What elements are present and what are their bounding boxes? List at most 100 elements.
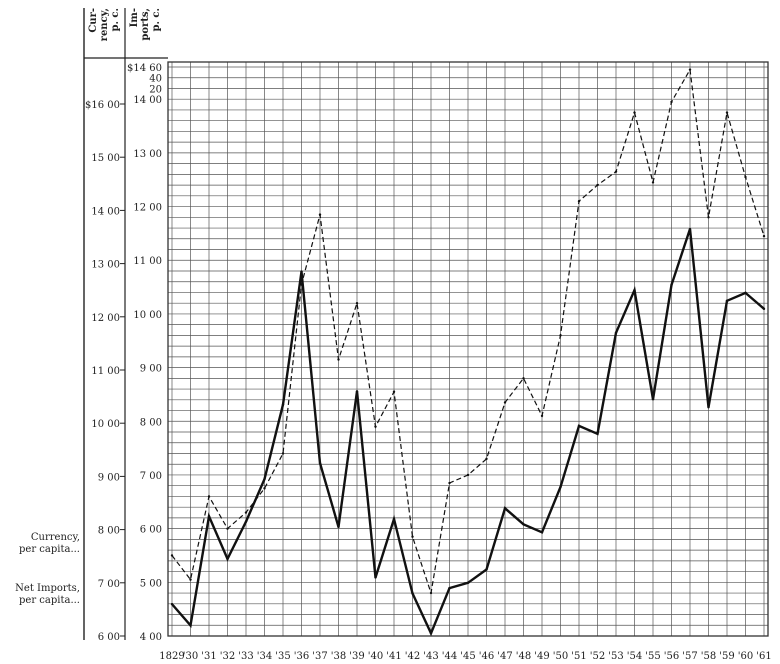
currency-point <box>744 291 747 295</box>
header-currency-line: Cur- <box>88 8 99 33</box>
x-tick-label: '30 <box>183 651 198 662</box>
currency-point <box>189 624 192 627</box>
header-imports-line: p. c. <box>151 8 162 32</box>
imports-tick-label: 13 00 <box>133 149 162 160</box>
currency-tick-label: 8 00 <box>98 526 120 537</box>
x-tick-label: '35 <box>275 651 290 662</box>
currency-point <box>522 523 525 526</box>
x-tick-label: '54 <box>627 651 642 662</box>
currency-tick-label: 6 00 <box>98 632 120 643</box>
imports-point <box>522 377 525 380</box>
imports-tick-label: 9 00 <box>140 364 162 375</box>
x-tick-label: '37 <box>312 651 327 662</box>
imports-tick-label: 12 00 <box>133 203 162 214</box>
imports-point <box>596 183 599 187</box>
x-tick-label: '49 <box>534 651 549 662</box>
currency-point <box>577 424 581 428</box>
imports-point <box>762 234 766 238</box>
imports-point <box>559 334 562 337</box>
currency-point <box>540 531 544 534</box>
x-tick-label: '38 <box>331 651 346 662</box>
imports-point <box>263 487 266 490</box>
plot-frame <box>167 61 769 637</box>
imports-point <box>651 181 655 184</box>
legend-currency-l2: per capita... <box>19 544 80 555</box>
x-tick-label: 1829 <box>159 651 184 662</box>
currency-tick-label: 13 00 <box>91 260 120 271</box>
x-tick-label: '61 <box>756 651 771 662</box>
imports-tick-label: 20 <box>149 84 162 95</box>
currency-tick-label: $16 00 <box>85 100 120 111</box>
x-tick-label: '47 <box>497 651 512 662</box>
imports-tick-label: 14 00 <box>133 95 162 106</box>
currency-point <box>651 398 655 401</box>
imports-point <box>374 425 377 428</box>
currency-point <box>411 592 414 595</box>
legend-imports-l1: Net Imports, <box>15 583 80 594</box>
currency-point <box>485 568 488 571</box>
currency-point <box>633 289 636 292</box>
x-tick-label: '45 <box>460 651 475 662</box>
currency-point <box>244 520 248 523</box>
header-currency-line: rency, <box>99 8 110 41</box>
x-tick-label: '56 <box>664 651 679 662</box>
imports-point <box>226 527 229 530</box>
x-tick-label: '39 <box>349 651 364 662</box>
currency-point <box>318 461 322 465</box>
imports-tick-label: 4 00 <box>140 632 162 643</box>
x-tick-label: '32 <box>220 651 235 662</box>
imports-point <box>707 216 710 219</box>
currency-point <box>263 477 266 481</box>
x-tick-label: '44 <box>442 651 457 662</box>
imports-point <box>633 111 636 114</box>
currency-point <box>392 517 396 521</box>
currency-point <box>207 515 211 518</box>
legend-imports-l2: per capita... <box>19 595 80 606</box>
x-tick-label: '34 <box>257 651 272 662</box>
imports-point <box>448 481 451 485</box>
imports-point <box>392 390 396 393</box>
currency-tick-label: 7 00 <box>98 579 120 590</box>
imports-point <box>281 452 285 455</box>
imports-point <box>411 535 414 538</box>
currency-tick-label: 15 00 <box>91 153 120 164</box>
currency-point <box>466 581 470 584</box>
imports-point <box>170 554 174 557</box>
x-tick-label: '42 <box>405 651 420 662</box>
currency-point <box>707 406 710 409</box>
imports-point <box>485 457 488 461</box>
currency-point <box>374 576 377 579</box>
x-tick-label: '33 <box>238 651 253 662</box>
currency-point <box>596 432 599 436</box>
currency-point <box>559 485 562 489</box>
x-tick-label: '48 <box>516 651 531 662</box>
x-tick-label: '43 <box>423 651 438 662</box>
header-currency-line: p. c. <box>110 8 121 32</box>
currency-point <box>170 602 174 606</box>
x-tick-label: '46 <box>479 651 494 662</box>
x-tick-label: '31 <box>201 651 216 662</box>
imports-tick-label: 6 00 <box>140 525 162 536</box>
imports-point <box>688 68 692 71</box>
x-tick-label: '53 <box>608 651 623 662</box>
currency-point <box>300 270 303 273</box>
currency-tick-label: 14 00 <box>91 206 120 217</box>
imports-point <box>744 175 747 179</box>
imports-tick-label: $14 60 <box>127 63 162 74</box>
x-tick-label: '59 <box>719 651 734 662</box>
legend-currency-l1: Currency, <box>31 532 80 543</box>
imports-tick-label: 8 00 <box>140 417 162 428</box>
x-tick-label: '58 <box>701 651 716 662</box>
currency-point <box>448 586 451 590</box>
currency-tick-label: 12 00 <box>91 313 120 324</box>
currency-point <box>337 525 340 529</box>
x-tick-label: '51 <box>571 651 586 662</box>
x-tick-label: '52 <box>590 651 605 662</box>
imports-point <box>355 301 359 305</box>
x-tick-label: '57 <box>682 651 697 662</box>
imports-point <box>244 511 248 514</box>
x-tick-label: '60 <box>738 651 753 662</box>
imports-point <box>614 170 618 173</box>
imports-point <box>670 100 673 104</box>
